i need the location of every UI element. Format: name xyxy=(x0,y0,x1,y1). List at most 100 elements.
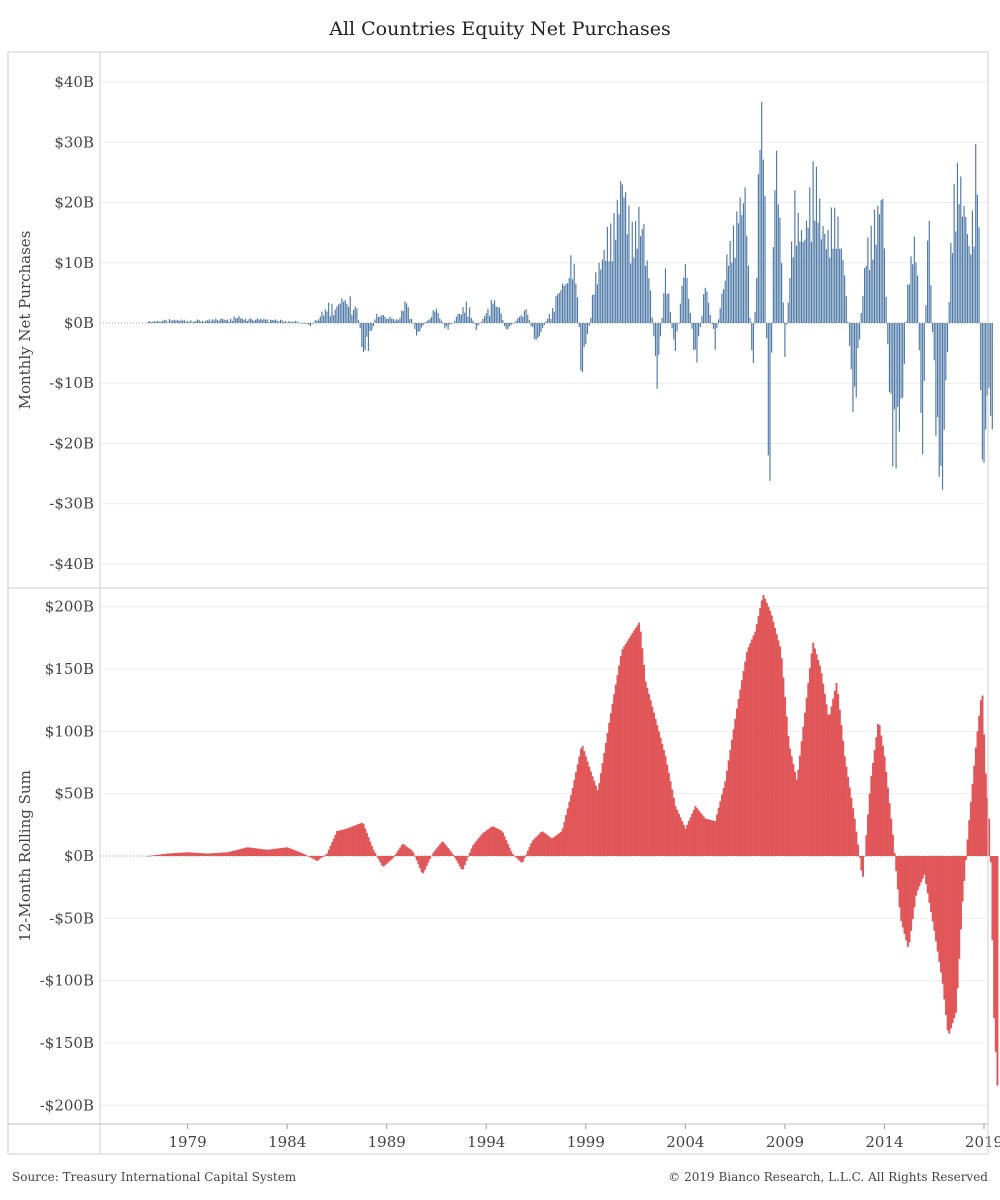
rolling-sum-bar xyxy=(289,848,292,856)
rolling-sum-bar xyxy=(365,832,368,856)
rolling-sum-bar xyxy=(417,856,420,865)
monthly-bar xyxy=(455,316,457,324)
monthly-bar xyxy=(401,310,403,324)
y-tick-label: $20B xyxy=(54,194,94,212)
monthly-bar xyxy=(206,320,209,324)
rolling-sum-bar xyxy=(694,806,697,856)
monthly-bar xyxy=(664,268,667,324)
rolling-sum-bar xyxy=(915,856,918,896)
rolling-sum-bar xyxy=(493,827,496,856)
rolling-sum-bar xyxy=(462,856,465,870)
monthly-bar xyxy=(266,319,268,324)
rolling-sum-bar xyxy=(671,789,674,856)
monthly-bar xyxy=(663,293,665,324)
monthly-bar xyxy=(888,323,891,393)
monthly-bar xyxy=(935,323,937,436)
rolling-sum-bar xyxy=(510,851,513,856)
rolling-sum-bar xyxy=(558,833,561,856)
monthly-bar xyxy=(613,213,615,324)
monthly-bar xyxy=(510,323,512,326)
monthly-bar xyxy=(153,321,156,324)
rolling-sum-bar xyxy=(279,848,282,856)
monthly-bar xyxy=(792,257,794,324)
monthly-bar xyxy=(975,144,977,324)
monthly-bar xyxy=(625,192,627,324)
rolling-sum-bar xyxy=(719,801,722,856)
rolling-sum-bar xyxy=(689,817,692,856)
monthly-bar xyxy=(328,302,330,324)
rolling-sum-bar xyxy=(422,856,425,874)
monthly-bar xyxy=(286,322,288,324)
rolling-sum-bar xyxy=(974,747,977,856)
monthly-bar xyxy=(180,319,182,324)
monthly-bar xyxy=(772,247,774,324)
monthly-bar xyxy=(527,314,529,324)
monthly-bar xyxy=(183,319,185,324)
monthly-bar xyxy=(457,313,459,324)
monthly-bar xyxy=(774,190,776,324)
rolling-sum-bar xyxy=(827,714,830,856)
monthly-bar xyxy=(717,319,720,324)
monthly-bar xyxy=(226,319,229,324)
y-tick-label: $100B xyxy=(45,722,94,740)
rolling-sum-bar xyxy=(941,856,944,984)
monthly-bar xyxy=(474,323,476,324)
monthly-bar xyxy=(389,316,391,324)
monthly-bar xyxy=(898,323,900,432)
monthly-bar xyxy=(633,257,635,324)
monthly-bar xyxy=(842,260,844,324)
monthly-bar xyxy=(203,322,205,324)
monthly-bar xyxy=(714,323,716,350)
monthly-bar xyxy=(669,312,672,324)
monthly-bar xyxy=(311,323,313,324)
rolling-sum-bar xyxy=(213,853,216,856)
rolling-sum-bar xyxy=(546,835,549,856)
y-tick-label: -$20B xyxy=(49,434,94,452)
rolling-sum-bar xyxy=(918,856,921,887)
monthly-bar xyxy=(767,323,769,456)
monthly-bar xyxy=(701,315,703,324)
monthly-bar xyxy=(465,301,467,324)
rolling-sum-bar xyxy=(200,853,203,856)
x-axis-ticks: 1979 1984 1989 1994 1999 2004 2009 2014 2019 xyxy=(169,1124,1000,1151)
monthly-bar xyxy=(953,183,955,324)
rolling-sum-bar xyxy=(951,856,954,1024)
rolling-sum-bar xyxy=(278,848,280,856)
monthly-bar xyxy=(228,321,230,324)
rolling-sum-bar xyxy=(699,812,702,856)
monthly-bar xyxy=(289,321,292,324)
monthly-bar xyxy=(148,320,151,324)
rolling-sum-bar xyxy=(238,849,241,856)
rolling-sum-panel: $200B $150B $100B $50B $0B -$50B -$100B -$150B -… xyxy=(16,595,999,1114)
rolling-sum-bar xyxy=(726,770,728,856)
monthly-bar xyxy=(518,316,521,324)
monthly-bar xyxy=(155,321,157,324)
monthly-bar xyxy=(528,320,530,324)
monthly-bar xyxy=(849,323,851,346)
rolling-sum-bar xyxy=(424,856,426,870)
rolling-sum-bar xyxy=(868,793,871,856)
rolling-sum-bar xyxy=(487,829,490,856)
rolling-sum-bar xyxy=(161,854,164,856)
monthly-bar xyxy=(288,321,290,324)
rolling-sum-bar xyxy=(890,818,893,856)
rolling-sum-bar xyxy=(455,856,458,861)
monthly-bar xyxy=(835,248,837,324)
monthly-bar xyxy=(565,284,567,324)
rolling-sum-bar xyxy=(800,741,803,856)
monthly-bar xyxy=(558,292,560,324)
rolling-sum-bar xyxy=(367,837,370,856)
rolling-sum-bar xyxy=(478,836,481,856)
rolling-sum-bar xyxy=(568,801,571,856)
monthly-bar xyxy=(223,319,225,324)
rolling-sum-bar xyxy=(294,850,297,856)
monthly-bar xyxy=(190,320,192,324)
rolling-sum-bar xyxy=(661,743,664,856)
rolling-sum-bar xyxy=(619,656,622,856)
monthly-bar xyxy=(885,296,887,324)
rolling-sum-bar xyxy=(541,831,544,856)
monthly-bar xyxy=(450,323,452,324)
monthly-bar xyxy=(238,316,240,324)
monthly-bar xyxy=(406,303,408,324)
